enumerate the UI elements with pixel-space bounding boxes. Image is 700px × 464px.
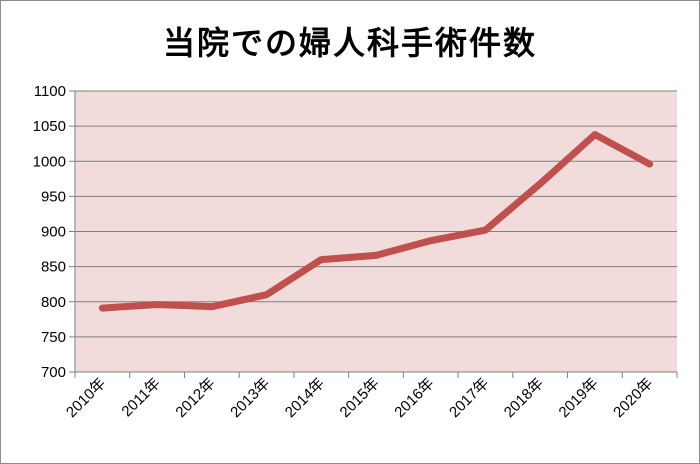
data-point: [155, 303, 159, 307]
x-tick-label: 2010年: [63, 375, 109, 421]
chart-title: 当院での婦人科手術件数: [162, 24, 537, 62]
x-tick-label: 2015年: [337, 375, 383, 421]
data-point: [374, 253, 378, 257]
y-tick-label: 950: [41, 188, 66, 205]
data-point: [538, 182, 542, 186]
x-tick-label: 2018年: [501, 375, 547, 421]
y-tick-label: 900: [41, 224, 66, 241]
x-tick-label: 2012年: [172, 375, 218, 421]
data-point: [265, 293, 269, 297]
x-tick-label: 2017年: [446, 375, 492, 421]
data-point: [593, 133, 597, 137]
data-point: [100, 306, 104, 310]
y-tick-label: 1100: [34, 83, 66, 100]
y-tick-label: 750: [41, 329, 66, 346]
y-tick-label: 800: [41, 294, 66, 311]
x-tick-label: 2019年: [556, 375, 602, 421]
data-point: [319, 258, 323, 262]
y-tick-label: 1050: [33, 118, 66, 135]
data-point: [210, 305, 214, 309]
x-tick-labels: 2010年 2011年 2012年 2013年 2014年 2015年 2016年 2017年…: [63, 375, 656, 421]
x-tick-label: 2011年: [118, 375, 163, 420]
axes: [74, 91, 678, 378]
x-tick-label: 2020年: [610, 375, 656, 421]
y-tick-labels: 700 750 800 850 900 950 1000 1050 1100: [33, 83, 66, 381]
y-tick-label: 1000: [33, 153, 66, 170]
data-point: [648, 162, 652, 166]
data-point: [483, 228, 487, 232]
series-layer: [98, 131, 654, 312]
x-tick-label: 2013年: [227, 375, 273, 421]
x-tick-label: 2014年: [282, 375, 328, 421]
x-tick-label: 2016年: [391, 375, 437, 421]
y-tick-label: 700: [41, 364, 66, 381]
data-point: [429, 239, 433, 243]
y-tick-label: 850: [41, 259, 66, 276]
gridlines: [69, 90, 677, 373]
